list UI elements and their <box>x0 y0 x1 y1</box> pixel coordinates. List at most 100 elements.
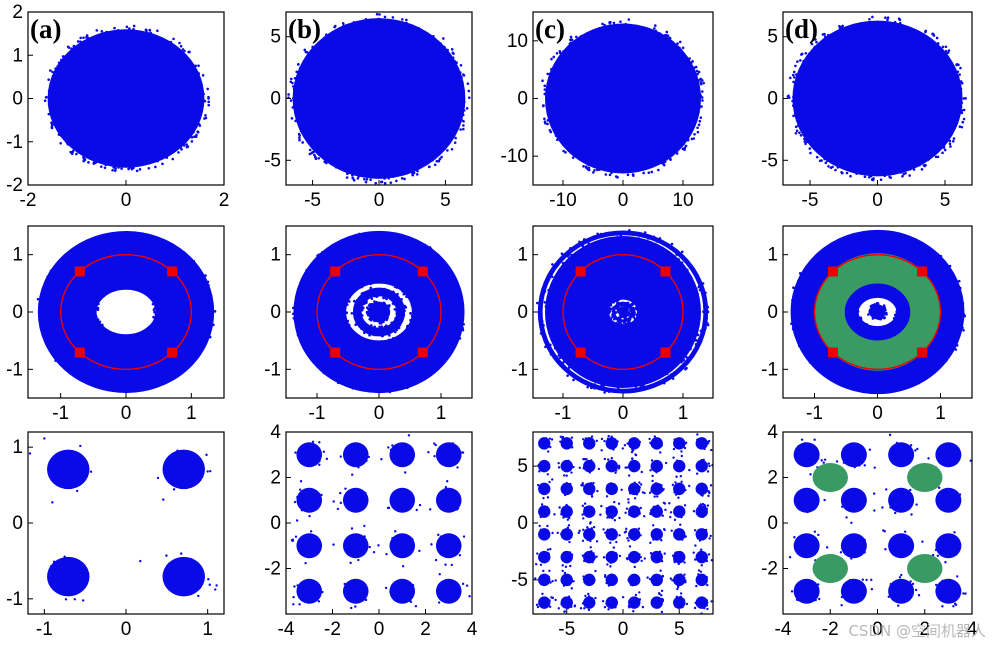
scatter-point <box>629 545 631 547</box>
scatter-point <box>365 460 367 462</box>
scatter-point <box>809 502 811 504</box>
scatter-point <box>651 531 653 533</box>
scatter-point <box>633 309 636 312</box>
scatter-point <box>680 558 682 560</box>
scatter-point <box>549 446 551 448</box>
scatter-point <box>793 76 796 79</box>
scatter-point <box>570 41 573 44</box>
scatter-point <box>559 357 562 360</box>
scatter-point <box>310 579 312 581</box>
scatter-point <box>695 343 698 346</box>
scatter-point <box>134 232 137 235</box>
scatter-point <box>581 245 584 248</box>
scatter-point <box>710 449 712 451</box>
scatter-point <box>385 553 387 555</box>
scatter-point <box>445 586 447 588</box>
scatter-point <box>941 580 943 582</box>
scatter-point <box>563 484 565 486</box>
scatter-point <box>543 291 546 294</box>
scatter-point <box>545 556 547 558</box>
scatter-point <box>847 447 849 449</box>
scatter-point <box>542 104 545 107</box>
scatter-point <box>884 16 887 19</box>
scatter-point <box>456 466 458 468</box>
scatter-point <box>857 310 860 313</box>
scatter-point <box>881 295 884 298</box>
scatter-point <box>543 529 545 531</box>
scatter-point <box>704 529 706 531</box>
scatter-point <box>670 530 672 532</box>
scatter-point <box>306 540 308 542</box>
scatter-point <box>183 144 186 147</box>
scatter-point <box>209 584 211 586</box>
scatter-point <box>656 538 658 540</box>
scatter-point <box>348 384 351 387</box>
scatter-point <box>596 440 598 442</box>
scatter-point <box>586 556 588 558</box>
scatter-point <box>410 543 412 545</box>
scatter-point <box>37 298 40 301</box>
scatter-point <box>944 262 947 265</box>
scatter-point <box>466 107 469 110</box>
scatter-point <box>580 35 583 38</box>
scatter-point <box>626 558 628 560</box>
scatter-point <box>676 588 678 590</box>
scatter-point <box>325 33 328 36</box>
scatter-point <box>390 322 393 325</box>
scatter-point <box>590 459 592 461</box>
constellation-marker <box>75 348 85 358</box>
cluster-blob <box>436 533 462 558</box>
scatter-point <box>563 442 565 444</box>
scatter-point <box>112 387 115 390</box>
scatter-point <box>190 63 193 66</box>
scatter-point <box>673 491 675 493</box>
scatter-point <box>706 604 708 606</box>
constellation-marker <box>828 348 838 358</box>
scatter-point <box>294 77 297 80</box>
scatter-point <box>568 446 570 448</box>
scatter-point <box>440 156 443 159</box>
scatter-point <box>353 21 356 24</box>
scatter-point <box>549 437 551 439</box>
scatter-point <box>807 552 809 554</box>
scatter-point <box>162 498 164 500</box>
scatter-point <box>579 467 581 469</box>
scatter-point <box>584 489 586 491</box>
scatter-point <box>961 112 964 115</box>
scatter-point <box>191 136 194 139</box>
scatter-point <box>168 569 170 571</box>
scatter-point <box>959 88 962 91</box>
cluster-blob <box>296 533 322 558</box>
scatter-point <box>403 178 406 181</box>
scatter-point <box>854 234 857 237</box>
scatter-point <box>541 487 543 489</box>
scatter-point <box>701 486 703 488</box>
scatter-point <box>364 492 366 494</box>
scatter-point <box>177 151 180 154</box>
scatter-point <box>568 253 571 256</box>
scatter-point <box>396 293 399 296</box>
scatter-point <box>852 453 854 455</box>
scatter-point <box>395 312 398 315</box>
scatter-point <box>635 594 637 596</box>
scatter-point <box>958 280 961 283</box>
scatter-point <box>348 24 351 27</box>
scatter-point <box>638 591 640 593</box>
scatter-point <box>684 536 686 538</box>
scatter-point <box>708 490 710 492</box>
scatter-point <box>435 444 437 446</box>
scatter-point <box>682 532 684 534</box>
cluster-blob <box>583 528 595 541</box>
scatter-point <box>945 50 948 53</box>
scatter-point <box>426 246 429 249</box>
scatter-point <box>427 451 429 453</box>
scatter-point <box>606 530 608 532</box>
scatter-point <box>73 147 76 150</box>
scatter-point <box>214 310 217 313</box>
panel-label: (c) <box>535 14 565 44</box>
scatter-point <box>92 382 95 385</box>
scatter-point <box>54 67 57 70</box>
watermark: CSDN @空间机器人 <box>848 620 986 641</box>
scatter-point <box>582 554 584 556</box>
scatter-point <box>351 527 353 529</box>
